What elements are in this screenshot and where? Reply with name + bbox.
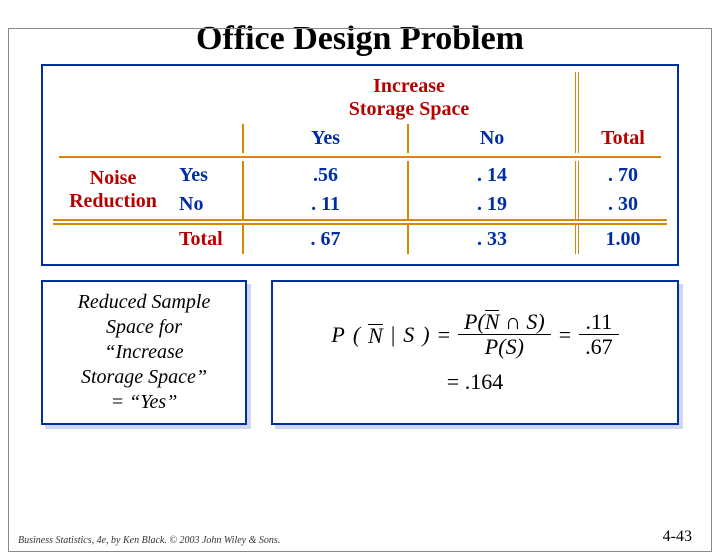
slide-number: 4-43 bbox=[663, 528, 692, 546]
footer-citation: Business Statistics, 4e, by Ken Black. ©… bbox=[18, 535, 280, 546]
